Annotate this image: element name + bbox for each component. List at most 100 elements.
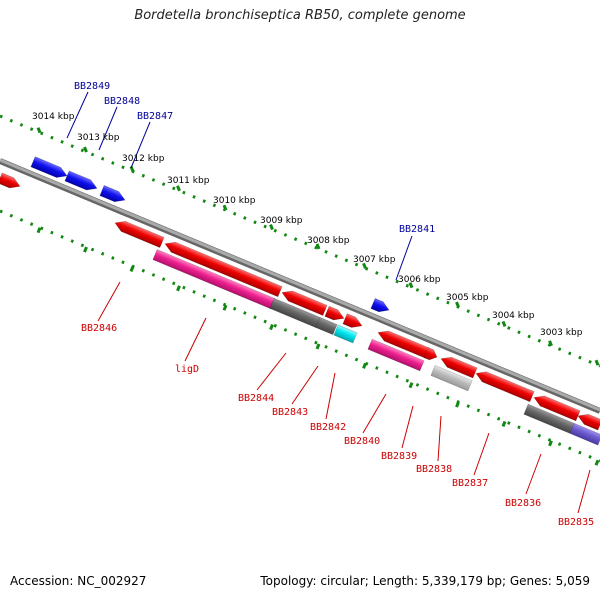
ruler-label: 3013 kbp — [77, 133, 120, 143]
misc-bar-bb2835[interactable] — [569, 422, 600, 446]
ruler-label: 3007 kbp — [353, 255, 396, 265]
ruler-label: 3010 kbp — [213, 196, 256, 206]
ruler-tick — [548, 440, 553, 447]
gene-label[interactable]: BB2844 — [238, 393, 274, 404]
ruler-tick — [501, 420, 507, 427]
ruler-label: 3003 kbp — [540, 328, 583, 338]
inner-ruler — [0, 209, 600, 463]
ruler-label: 3006 kbp — [398, 275, 441, 285]
gene-arrow-bb2849[interactable] — [30, 156, 69, 181]
ruler-tick — [455, 401, 460, 408]
gene-arrow-bb2839[interactable] — [423, 347, 439, 362]
gene-arrow-bb2844[interactable] — [280, 287, 328, 316]
gene-arrow-bb2840[interactable] — [376, 327, 431, 359]
leader-line — [401, 405, 414, 449]
ruler-tick — [594, 459, 600, 466]
gene-arrow-bb2848[interactable] — [64, 170, 99, 194]
ruler-label: 3011 kbp — [167, 176, 210, 186]
leader-line — [395, 235, 413, 281]
gene-label[interactable]: BB2842 — [310, 422, 346, 433]
rrna-bar-bb2840[interactable] — [367, 338, 425, 372]
gene-label[interactable]: BB2846 — [81, 323, 117, 334]
map-title: Bordetella bronchiseptica RB50, complete… — [134, 8, 466, 23]
gene-label[interactable]: BB2836 — [505, 498, 541, 509]
gene-label[interactable]: BB2848 — [104, 96, 140, 107]
ruler-tick — [315, 343, 321, 350]
ruler-tick — [222, 304, 228, 311]
leader-line — [525, 453, 542, 495]
gene-arrow-bb2843[interactable] — [324, 305, 346, 323]
gene-label[interactable]: BB2837 — [452, 478, 488, 489]
gene-label[interactable]: BB2843 — [272, 407, 308, 418]
leader-line — [437, 415, 442, 462]
gene-label[interactable]: BB2835 — [558, 517, 594, 528]
leader-line — [325, 372, 336, 420]
gene-arrow-bb2838[interactable] — [439, 354, 478, 379]
ruler-label: 3014 kbp — [32, 112, 75, 122]
gene-label[interactable]: ligD — [175, 364, 199, 375]
ruler-tick — [548, 340, 553, 347]
gene-arrow-bb2847[interactable] — [99, 185, 127, 205]
ruler-tick — [455, 301, 460, 308]
leader-line — [97, 281, 121, 322]
ruler-ticks — [36, 127, 600, 466]
gene-arrow-bb2837[interactable] — [474, 368, 535, 403]
ruler-tick — [408, 282, 414, 289]
leader-line — [291, 365, 319, 405]
trna-bar-bb2842[interactable] — [333, 324, 358, 344]
leader-line — [130, 121, 151, 169]
ruler-label: 3005 kbp — [446, 293, 489, 303]
ruler-tick — [501, 320, 507, 327]
ruler-tick — [83, 146, 88, 153]
gene-label[interactable]: BB2841 — [399, 224, 435, 235]
leader-line — [98, 106, 118, 151]
gene-arrow-bb2841[interactable] — [370, 297, 391, 315]
label-leaders — [66, 91, 591, 514]
leader-line — [66, 91, 89, 139]
gene-label[interactable]: BB2849 — [74, 81, 110, 92]
ruler-tick — [129, 265, 135, 272]
gene-label[interactable]: BB2838 — [416, 464, 452, 475]
gene-features — [0, 156, 600, 446]
leader-line — [184, 317, 207, 362]
ruler-tick — [176, 185, 181, 192]
pseudo-bar-bb2836[interactable] — [523, 403, 575, 434]
pseudo-bar-bb2843[interactable] — [269, 297, 321, 328]
ruler-tick — [176, 285, 181, 292]
leader-line — [577, 469, 591, 514]
ruler-label: 3012 kbp — [122, 154, 165, 164]
gene-arrow-ligd[interactable] — [163, 239, 283, 298]
pseudo-bar-bb2842a[interactable] — [315, 317, 338, 336]
ruler-tick — [362, 262, 367, 269]
gene-label[interactable]: BB2840 — [344, 436, 380, 447]
ruler-label: 3008 kbp — [307, 236, 350, 246]
genome-summary-text: Topology: circular; Length: 5,339,179 bp… — [260, 574, 590, 588]
leader-line — [473, 432, 490, 476]
ruler-tick — [36, 127, 42, 134]
ruler-tick — [83, 246, 88, 253]
genome-backbone — [0, 158, 600, 414]
gene-arrow-bb2836[interactable] — [532, 392, 581, 422]
gene-label[interactable]: BB2839 — [381, 451, 417, 462]
gene-label[interactable]: BB2847 — [137, 111, 173, 122]
gene-labels: BB2849 BB2848 BB2847 BB2841 BB2846 ligD BB2844… — [74, 81, 594, 528]
ruler-tick — [408, 382, 414, 389]
gene-arrow-edge[interactable] — [0, 172, 22, 191]
ruler-label: 3004 kbp — [492, 311, 535, 321]
leader-line — [362, 393, 387, 434]
leader-line — [256, 352, 287, 391]
gene-arrow-bb2846[interactable] — [113, 218, 165, 248]
accession-text: Accession: NC_002927 — [10, 574, 147, 588]
ruler-tick — [362, 362, 367, 369]
ruler-label: 3009 kbp — [260, 216, 303, 226]
ruler-tick — [269, 323, 274, 331]
ruler-tick — [36, 227, 42, 234]
ruler-tick — [315, 243, 321, 250]
ruler-tick — [222, 204, 228, 211]
gene-arrow-bb2842[interactable] — [342, 313, 364, 331]
pseudo-bar-bb2838[interactable] — [430, 364, 473, 392]
ruler-tick — [594, 359, 600, 366]
ruler-tick — [269, 223, 274, 231]
